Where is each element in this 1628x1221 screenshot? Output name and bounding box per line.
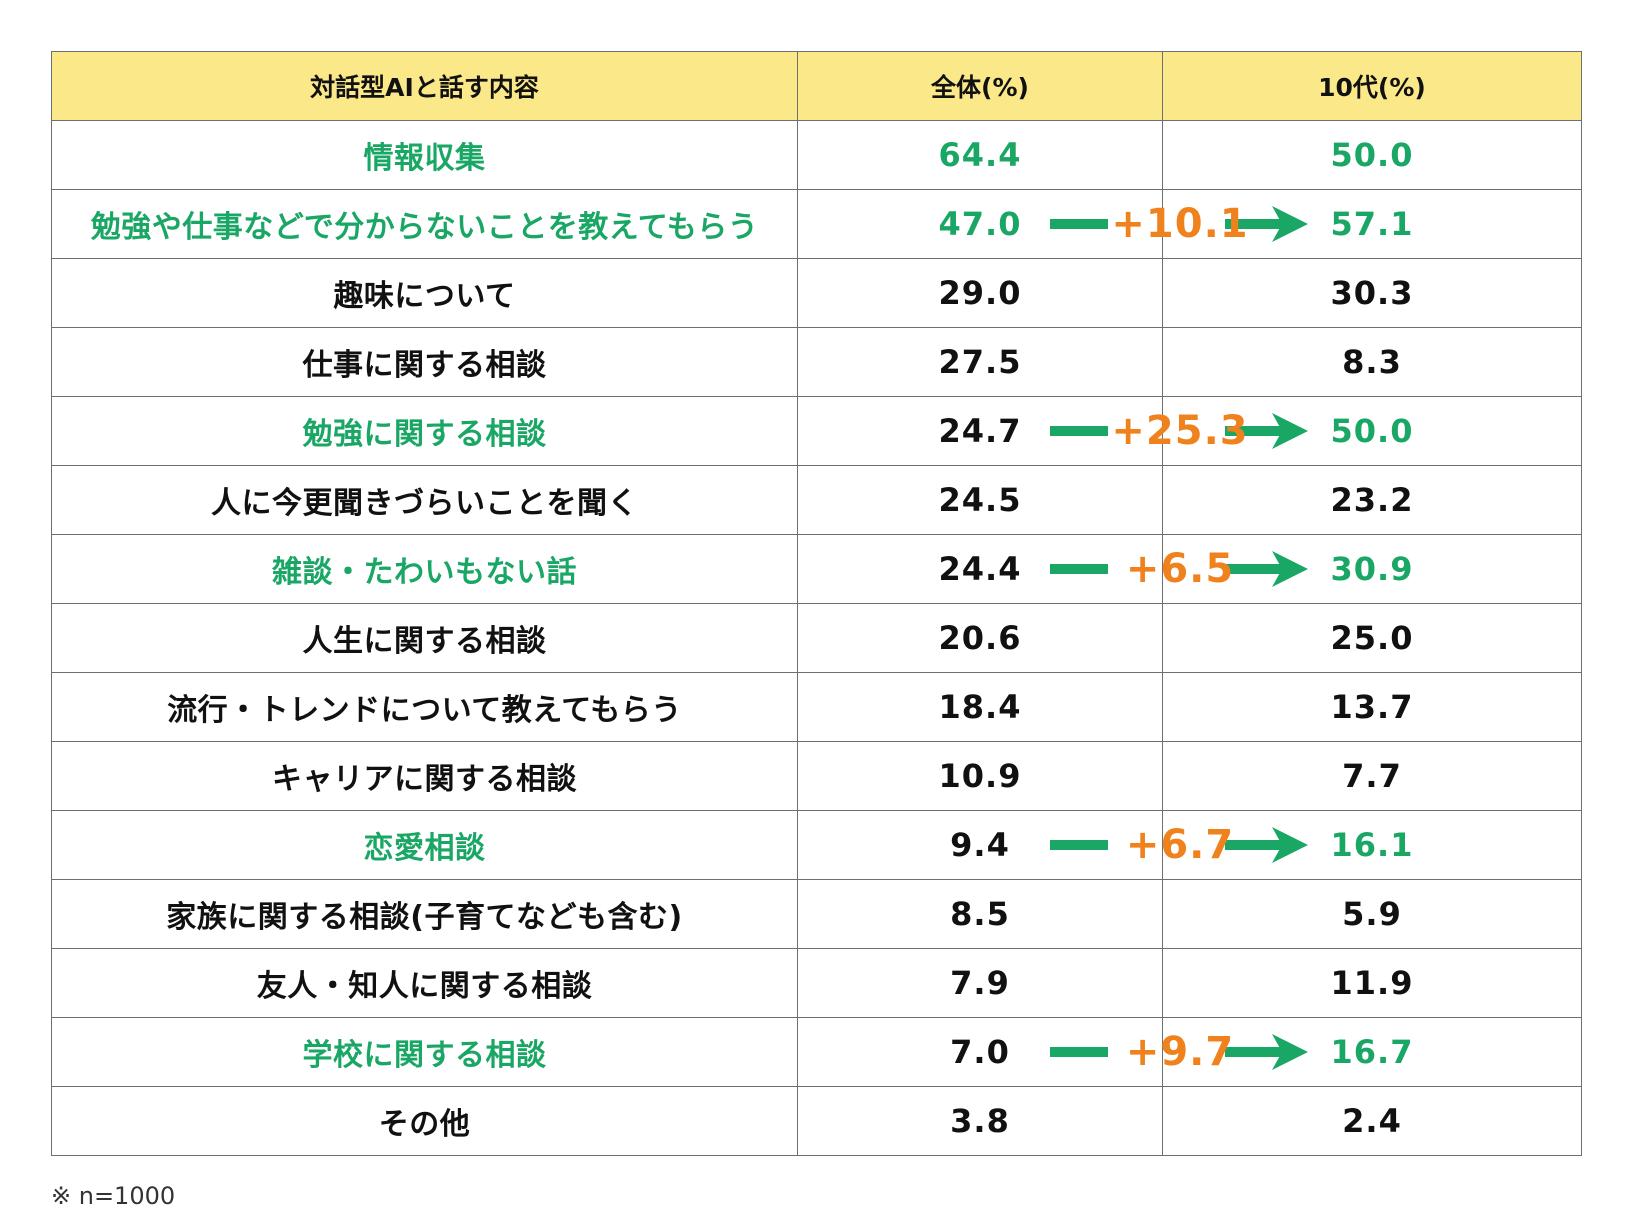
teens-value-cell: 5.9 (1162, 879, 1582, 949)
table-row: 情報収集 64.4 50.0 (51, 120, 1582, 190)
overall-value-cell: 24.5 (797, 465, 1163, 535)
table-row: 学校に関する相談 7.0 16.7 (51, 1017, 1582, 1087)
survey-table: 対話型AIと話す内容 全体(%) 10代(%) 情報収集 64.4 50.0 勉強や仕… (51, 51, 1582, 1156)
topic-cell: 友人・知人に関する相談 (51, 948, 798, 1018)
table-row: 恋愛相談 9.4 16.1 (51, 810, 1582, 880)
table-body: 情報収集 64.4 50.0 勉強や仕事などで分からないことを教えてもらう 47.0 57… (51, 120, 1582, 1156)
overall-value-cell: 20.6 (797, 603, 1163, 673)
overall-value-cell: 24.7 (797, 396, 1163, 466)
table-row: 雑談・たわいもない話 24.4 30.9 (51, 534, 1582, 604)
table-row: キャリアに関する相談 10.9 7.7 (51, 741, 1582, 811)
teens-value-cell: 50.0 (1162, 396, 1582, 466)
teens-value-cell: 23.2 (1162, 465, 1582, 535)
overall-value-cell: 7.0 (797, 1017, 1163, 1087)
teens-value-cell: 11.9 (1162, 948, 1582, 1018)
topic-cell: 勉強や仕事などで分からないことを教えてもらう (51, 189, 798, 259)
table-row: 人に今更聞きづらいことを聞く 24.5 23.2 (51, 465, 1582, 535)
topic-cell: キャリアに関する相談 (51, 741, 798, 811)
topic-cell: 人に今更聞きづらいことを聞く (51, 465, 798, 535)
overall-value-cell: 3.8 (797, 1086, 1163, 1156)
table-row: 趣味について 29.0 30.3 (51, 258, 1582, 328)
overall-value-cell: 64.4 (797, 120, 1163, 190)
teens-value-cell: 16.1 (1162, 810, 1582, 880)
topic-cell: 恋愛相談 (51, 810, 798, 880)
topic-cell: 人生に関する相談 (51, 603, 798, 673)
table-row: 勉強に関する相談 24.7 50.0 (51, 396, 1582, 466)
topic-cell: 趣味について (51, 258, 798, 328)
overall-value-cell: 18.4 (797, 672, 1163, 742)
topic-cell: 勉強に関する相談 (51, 396, 798, 466)
header-overall: 全体(%) (797, 51, 1163, 121)
teens-value-cell: 30.9 (1162, 534, 1582, 604)
overall-value-cell: 27.5 (797, 327, 1163, 397)
teens-value-cell: 16.7 (1162, 1017, 1582, 1087)
overall-value-cell: 24.4 (797, 534, 1163, 604)
overall-value-cell: 8.5 (797, 879, 1163, 949)
overall-value-cell: 9.4 (797, 810, 1163, 880)
teens-value-cell: 7.7 (1162, 741, 1582, 811)
overall-value-cell: 10.9 (797, 741, 1163, 811)
survey-table-container: 対話型AIと話す内容 全体(%) 10代(%) 情報収集 64.4 50.0 勉強や仕… (51, 51, 1582, 1156)
table-row: 勉強や仕事などで分からないことを教えてもらう 47.0 57.1 (51, 189, 1582, 259)
table-row: 仕事に関する相談 27.5 8.3 (51, 327, 1582, 397)
topic-cell: 学校に関する相談 (51, 1017, 798, 1087)
overall-value-cell: 29.0 (797, 258, 1163, 328)
teens-value-cell: 57.1 (1162, 189, 1582, 259)
topic-cell: 家族に関する相談(子育てなども含む) (51, 879, 798, 949)
table-row: 友人・知人に関する相談 7.9 11.9 (51, 948, 1582, 1018)
header-teens: 10代(%) (1162, 51, 1582, 121)
overall-value-cell: 47.0 (797, 189, 1163, 259)
teens-value-cell: 2.4 (1162, 1086, 1582, 1156)
table-row: 流行・トレンドについて教えてもらう 18.4 13.7 (51, 672, 1582, 742)
teens-value-cell: 50.0 (1162, 120, 1582, 190)
topic-cell: 仕事に関する相談 (51, 327, 798, 397)
overall-value-cell: 7.9 (797, 948, 1163, 1018)
table-header-row: 対話型AIと話す内容 全体(%) 10代(%) (51, 51, 1582, 121)
sample-size-note: ※ n=1000 (51, 1182, 176, 1210)
table-row: 家族に関する相談(子育てなども含む) 8.5 5.9 (51, 879, 1582, 949)
table-row: 人生に関する相談 20.6 25.0 (51, 603, 1582, 673)
teens-value-cell: 8.3 (1162, 327, 1582, 397)
topic-cell: その他 (51, 1086, 798, 1156)
teens-value-cell: 13.7 (1162, 672, 1582, 742)
topic-cell: 流行・トレンドについて教えてもらう (51, 672, 798, 742)
topic-cell: 雑談・たわいもない話 (51, 534, 798, 604)
table-row: その他 3.8 2.4 (51, 1086, 1582, 1156)
teens-value-cell: 30.3 (1162, 258, 1582, 328)
topic-cell: 情報収集 (51, 120, 798, 190)
header-topic: 対話型AIと話す内容 (51, 51, 798, 121)
teens-value-cell: 25.0 (1162, 603, 1582, 673)
